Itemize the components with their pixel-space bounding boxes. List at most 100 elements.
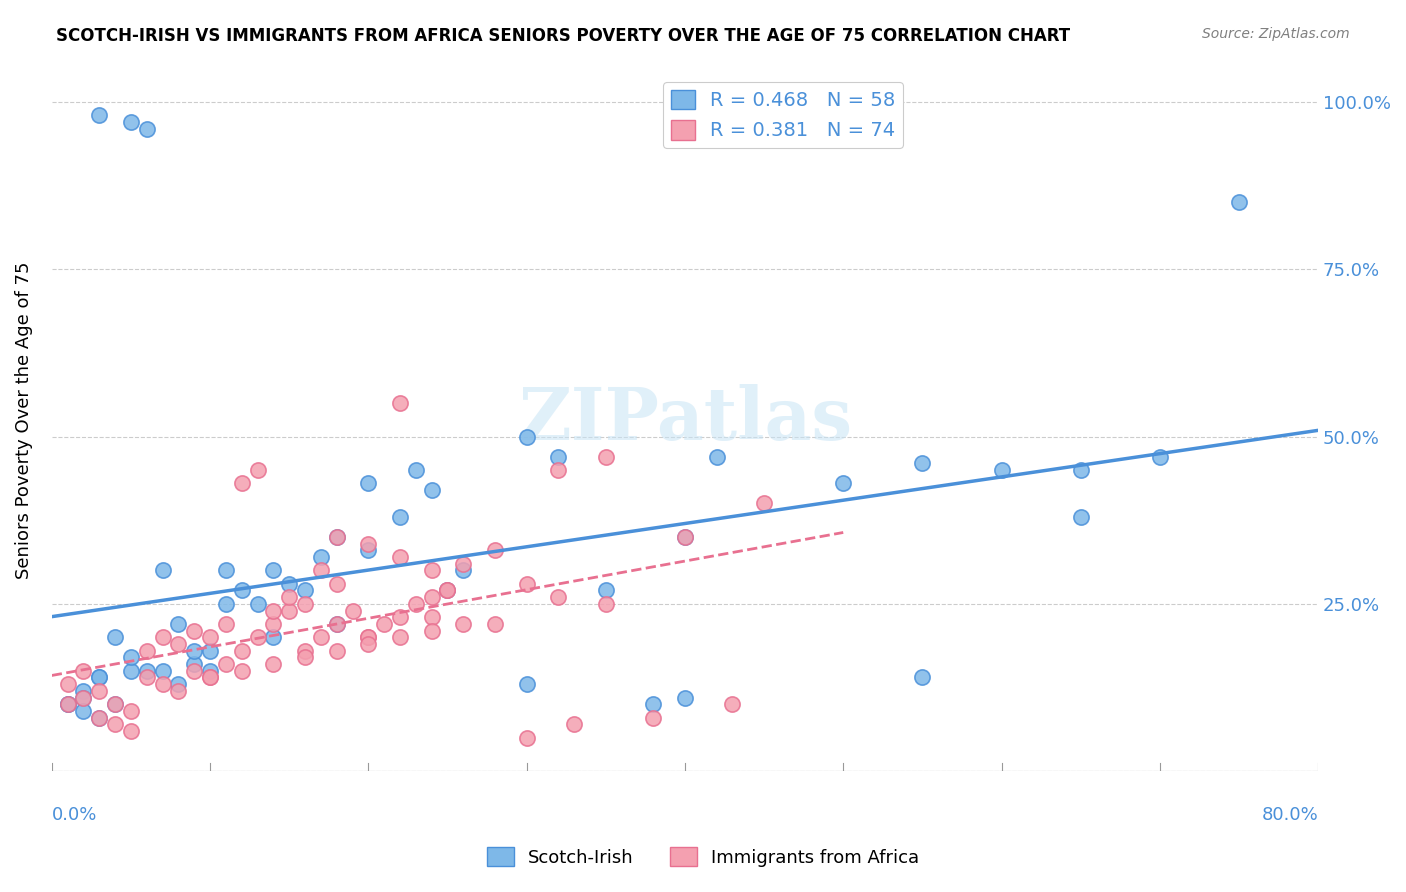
- Point: [72, 690, 94, 705]
- Point: [167, 683, 190, 698]
- Point: [388, 396, 411, 410]
- Point: [547, 463, 569, 477]
- Point: [215, 563, 238, 577]
- Point: [104, 630, 127, 644]
- Point: [309, 630, 332, 644]
- Point: [278, 603, 301, 617]
- Point: [325, 616, 347, 631]
- Point: [89, 670, 111, 684]
- Point: [1149, 450, 1171, 464]
- Point: [547, 450, 569, 464]
- Point: [388, 549, 411, 564]
- Text: 0.0%: 0.0%: [52, 806, 97, 824]
- Point: [215, 597, 238, 611]
- Point: [1070, 463, 1092, 477]
- Point: [388, 630, 411, 644]
- Point: [516, 677, 538, 691]
- Point: [294, 583, 316, 598]
- Point: [1227, 195, 1250, 210]
- Point: [388, 610, 411, 624]
- Point: [198, 670, 221, 684]
- Point: [484, 543, 506, 558]
- Point: [595, 597, 617, 611]
- Point: [357, 630, 380, 644]
- Point: [673, 530, 696, 544]
- Point: [294, 643, 316, 657]
- Point: [832, 476, 855, 491]
- Point: [231, 583, 253, 598]
- Point: [453, 616, 475, 631]
- Point: [420, 610, 443, 624]
- Point: [643, 710, 665, 724]
- Point: [135, 670, 157, 684]
- Point: [373, 616, 395, 631]
- Point: [388, 509, 411, 524]
- Point: [357, 536, 380, 550]
- Point: [72, 664, 94, 678]
- Point: [89, 108, 111, 122]
- Point: [120, 650, 142, 665]
- Point: [325, 530, 347, 544]
- Point: [420, 624, 443, 638]
- Point: [56, 677, 79, 691]
- Point: [183, 664, 205, 678]
- Point: [262, 563, 284, 577]
- Point: [357, 476, 380, 491]
- Point: [911, 670, 934, 684]
- Point: [405, 597, 427, 611]
- Point: [72, 690, 94, 705]
- Point: [262, 616, 284, 631]
- Point: [198, 664, 221, 678]
- Point: [215, 616, 238, 631]
- Point: [673, 530, 696, 544]
- Point: [325, 616, 347, 631]
- Point: [56, 697, 79, 711]
- Point: [104, 717, 127, 731]
- Point: [516, 731, 538, 745]
- Point: [278, 590, 301, 604]
- Point: [120, 704, 142, 718]
- Point: [516, 576, 538, 591]
- Text: ZIPatlas: ZIPatlas: [517, 384, 852, 455]
- Point: [325, 576, 347, 591]
- Point: [911, 456, 934, 470]
- Point: [405, 463, 427, 477]
- Point: [294, 650, 316, 665]
- Point: [152, 677, 174, 691]
- Point: [183, 624, 205, 638]
- Point: [420, 483, 443, 497]
- Point: [357, 543, 380, 558]
- Point: [152, 664, 174, 678]
- Point: [198, 643, 221, 657]
- Point: [135, 643, 157, 657]
- Point: [246, 597, 269, 611]
- Point: [420, 563, 443, 577]
- Point: [262, 603, 284, 617]
- Legend: Scotch-Irish, Immigrants from Africa: Scotch-Irish, Immigrants from Africa: [479, 840, 927, 874]
- Point: [990, 463, 1012, 477]
- Point: [562, 717, 585, 731]
- Point: [167, 637, 190, 651]
- Point: [706, 450, 728, 464]
- Point: [643, 697, 665, 711]
- Point: [231, 476, 253, 491]
- Point: [72, 704, 94, 718]
- Point: [1070, 509, 1092, 524]
- Point: [453, 557, 475, 571]
- Point: [752, 496, 775, 510]
- Point: [215, 657, 238, 671]
- Point: [595, 450, 617, 464]
- Point: [325, 643, 347, 657]
- Point: [294, 597, 316, 611]
- Point: [89, 683, 111, 698]
- Point: [120, 723, 142, 738]
- Point: [309, 563, 332, 577]
- Point: [246, 630, 269, 644]
- Point: [595, 583, 617, 598]
- Point: [135, 121, 157, 136]
- Point: [357, 637, 380, 651]
- Point: [436, 583, 458, 598]
- Point: [183, 657, 205, 671]
- Legend: R = 0.468   N = 58, R = 0.381   N = 74: R = 0.468 N = 58, R = 0.381 N = 74: [664, 82, 903, 148]
- Point: [56, 697, 79, 711]
